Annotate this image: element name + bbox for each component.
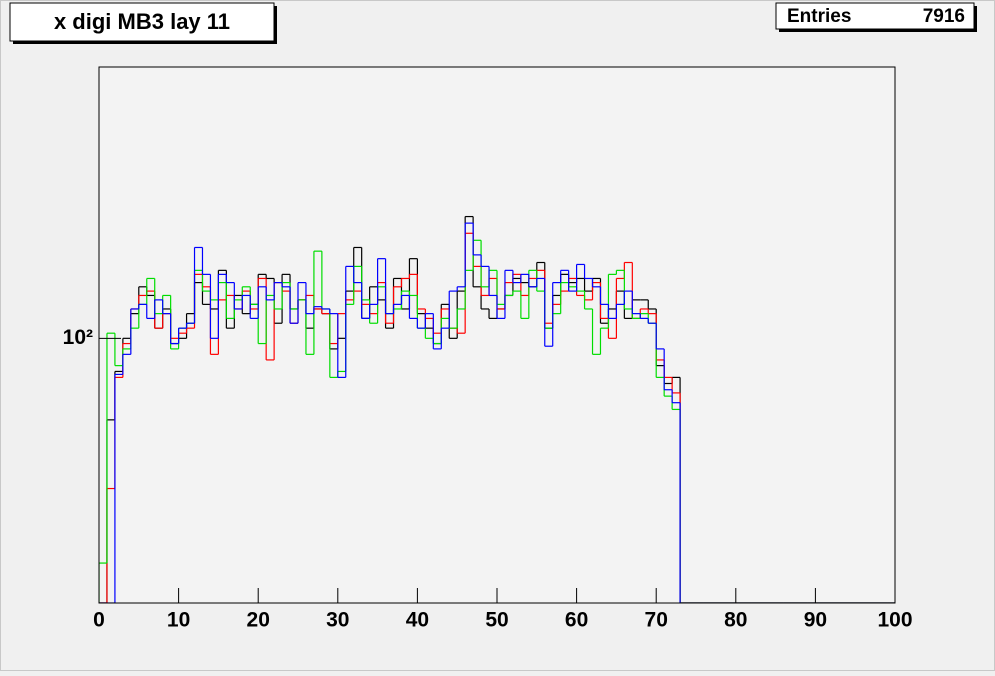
x-tick-label: 10 [167, 609, 190, 632]
x-tick-label: 30 [326, 609, 349, 632]
x-tick-label: 0 [93, 609, 105, 632]
histograms [99, 215, 895, 603]
x-tick-label: 100 [877, 609, 912, 632]
x-tick-label: 80 [724, 609, 747, 632]
chart-title: x digi MB3 lay 11 [54, 9, 230, 34]
histogram-series [99, 222, 895, 603]
title-box [9, 2, 275, 42]
stats-box [775, 2, 975, 30]
stats-label: Entries [787, 6, 851, 27]
x-tick-label: 90 [804, 609, 827, 632]
x-tick-label: 60 [565, 609, 588, 632]
x-tick-label: 40 [406, 609, 429, 632]
stats-value: 7916 [923, 6, 965, 27]
x-tick-label: 50 [485, 609, 508, 632]
plot-frame [99, 67, 895, 603]
y-tick-label: 10² [63, 326, 93, 349]
x-tick-label: 70 [645, 609, 668, 632]
x-tick-label: 20 [247, 609, 270, 632]
